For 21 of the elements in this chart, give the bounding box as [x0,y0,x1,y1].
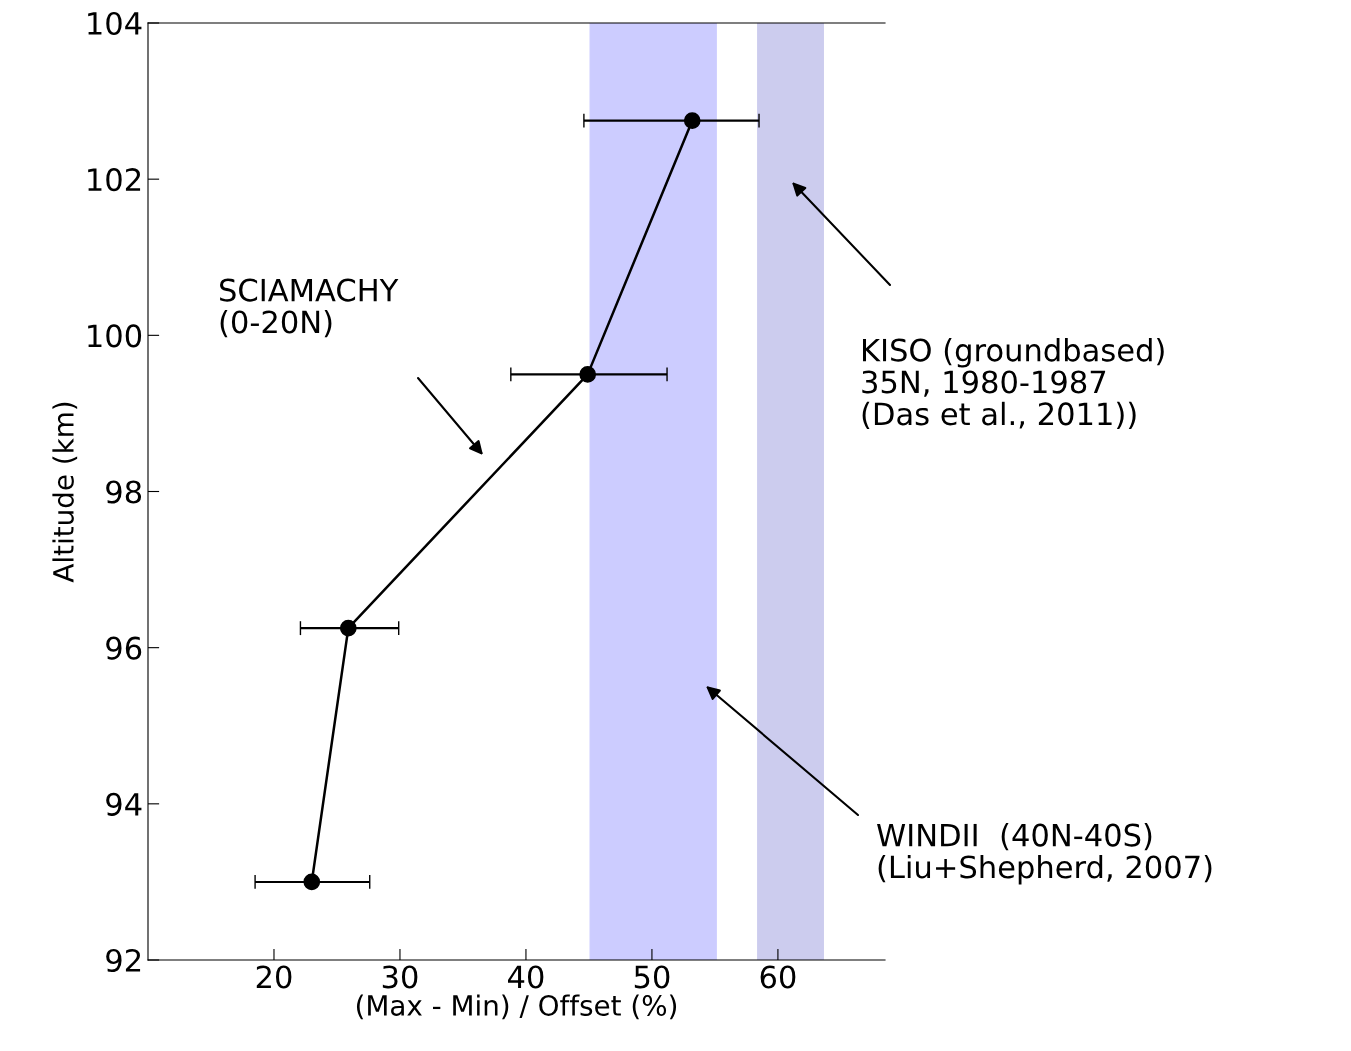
y-tick-label: 102 [88,168,141,192]
point [339,619,357,637]
point [303,873,321,891]
x-tick-label: 60 [760,965,796,989]
point [683,112,701,129]
annotation: KISO (groundbased) 35N, 1980-1987 (Das et al., 2011)) [862,338,1164,430]
x-tick-label: 50 [634,965,670,989]
y-tick-label: 92 [106,948,141,973]
y-tick-label: 100 [88,324,142,348]
y-tick-label: 98 [106,480,142,504]
y-axis-title: Altitude (km) [52,402,78,583]
x-tick-label: 20 [256,965,292,989]
y-tick-label: 104 [88,11,142,36]
x-tick-label: 30 [382,965,418,989]
y-tick-label: 96 [106,636,142,660]
point [579,366,597,383]
y-tick-label: 94 [106,792,142,816]
annotation: SCIAMACHY (0-20N) [220,278,399,338]
x-tick-label: 40 [508,965,544,989]
annotation: WINDII (40N-40S) (Liu+Shepherd, 2007) [877,823,1212,885]
x-axis-title: (Max - Min) / Offset (%) [356,994,677,1020]
